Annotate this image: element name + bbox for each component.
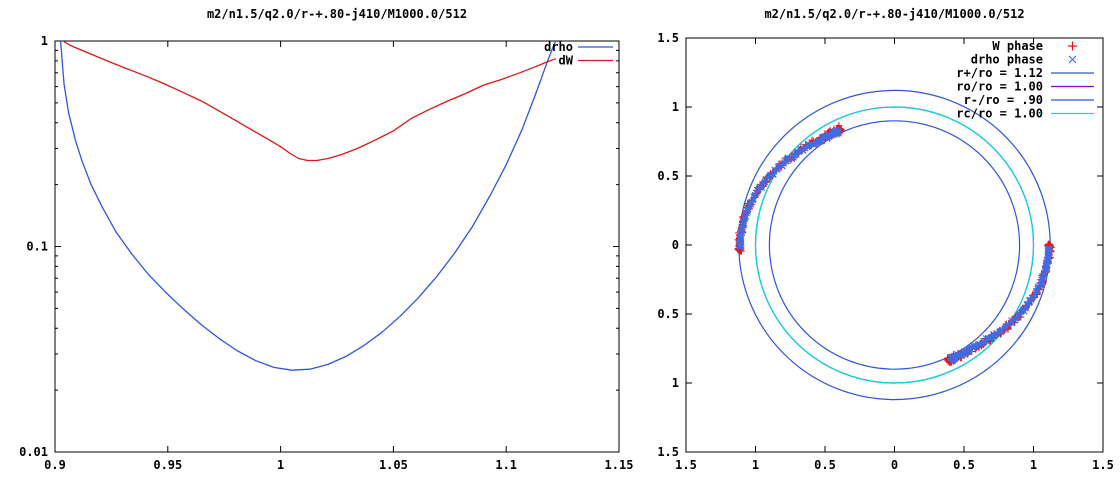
curve-drho [59, 40, 557, 371]
right-legend-label: W phase [992, 39, 1043, 53]
left-legend-label: drho [544, 40, 573, 54]
right-y-tick-label: 1 [672, 376, 679, 390]
right-y-tick-label: 0 [672, 238, 679, 252]
left-x-tick-label: 0.95 [153, 458, 182, 472]
right-x-tick-label: 1.5 [1092, 458, 1114, 472]
left-legend-label: dW [559, 54, 574, 68]
left-y-tick-label: 0.1 [26, 240, 48, 254]
right-x-tick-label: 1 [1030, 458, 1037, 472]
right-x-tick-label: 0 [891, 458, 898, 472]
right-legend-label: r-/ro = .90 [964, 93, 1043, 107]
left-x-tick-label: 1.05 [379, 458, 408, 472]
right-legend-label: rc/ro = 1.00 [956, 107, 1043, 121]
right-y-tick-label: 0.5 [657, 169, 679, 183]
left-x-tick-label: 1 [277, 458, 284, 472]
right-axis-ticks [685, 37, 1104, 453]
left-plot-border [54, 40, 620, 453]
circle-r-minus [768, 120, 1021, 370]
left-y-tick-label: 0.01 [19, 445, 48, 459]
left-chart-title: m2/n1.5/q2.0/r-+.80-j410/M1000.0/512 [206, 7, 468, 21]
left-x-tick-label: 0.9 [44, 458, 66, 472]
right-x-tick-label: 0.5 [953, 458, 975, 472]
circle-r-plus [738, 89, 1051, 401]
left-axis-ticks [54, 40, 620, 453]
right-chart-title: m2/n1.5/q2.0/r-+.80-j410/M1000.0/512 [764, 7, 1025, 21]
right-x-tick-label: 1 [752, 458, 759, 472]
circle-rc [754, 106, 1035, 384]
right-y-tick-label: 1.5 [657, 31, 679, 45]
left-x-tick-label: 1.15 [605, 458, 634, 472]
right-y-tick-label: 0.5 [657, 307, 679, 321]
right-y-tick-label: 1.5 [657, 445, 679, 459]
right-x-tick-label: 0.5 [814, 458, 836, 472]
curve-dW [62, 40, 557, 162]
right-legend-label: drho phase [971, 53, 1043, 67]
right-legend-label: ro/ro = 1.00 [956, 80, 1043, 94]
right-x-tick-label: 1.5 [675, 458, 697, 472]
right-legend-sample-plus [1068, 41, 1077, 51]
left-y-tick-label: 1 [41, 34, 48, 48]
right-legend-label: r+/ro = 1.12 [956, 66, 1043, 80]
drho-phase-points [736, 126, 1053, 365]
right-legend-sample-cross [1068, 55, 1077, 64]
left-x-tick-label: 1.1 [495, 458, 517, 472]
right-y-tick-label: 1 [672, 100, 679, 114]
